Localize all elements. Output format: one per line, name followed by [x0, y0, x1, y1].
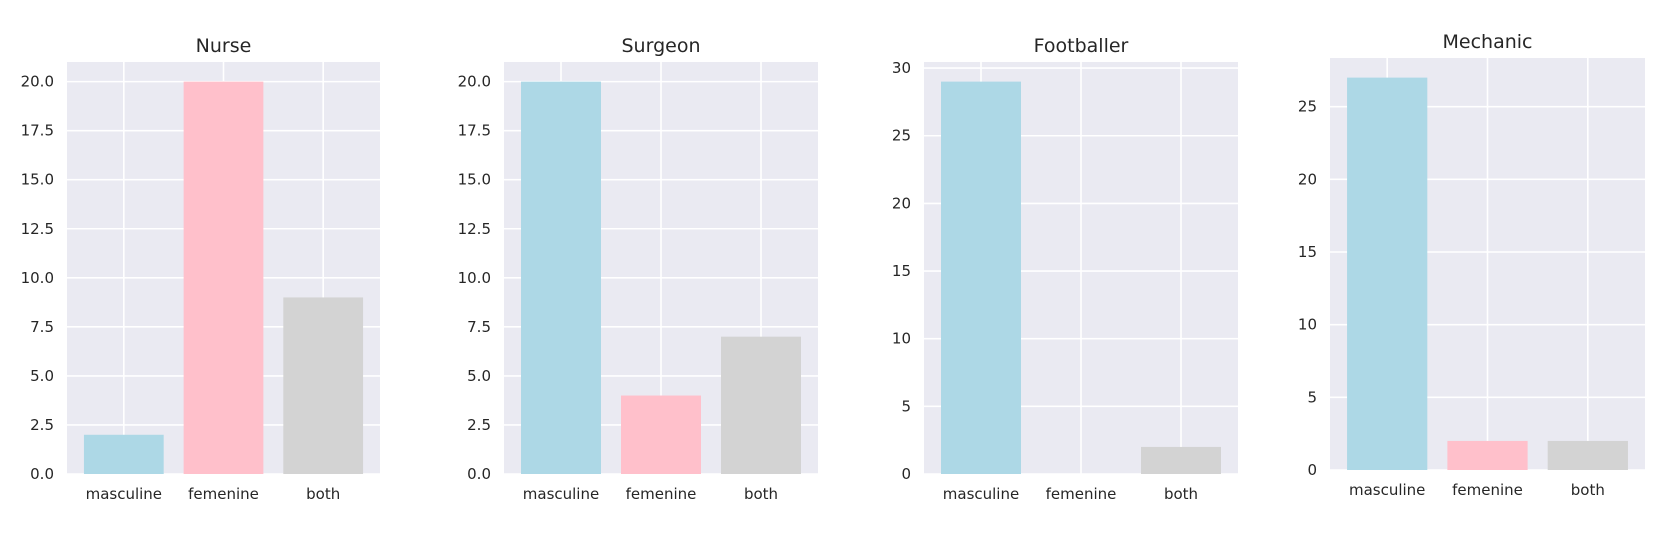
bar-femenine [1447, 440, 1528, 470]
x-tick-label: masculine [86, 485, 162, 503]
y-tick-label: 20 [892, 194, 911, 212]
bar-both [283, 297, 364, 474]
y-tick-label: 5 [901, 397, 911, 415]
x-tick-label: femenine [1046, 485, 1117, 503]
bar-masculine [1347, 77, 1428, 470]
x-tick-label: femenine [188, 485, 259, 503]
bar-masculine [521, 81, 601, 474]
bar-femenine [621, 395, 701, 474]
y-tick-label: 17.5 [21, 122, 54, 140]
y-tick-label: 0 [1307, 461, 1317, 479]
y-tick-label: 15 [892, 262, 911, 280]
y-tick-label: 7.5 [30, 318, 54, 336]
x-tick-label: masculine [1349, 481, 1425, 499]
y-tick-label: 10.0 [458, 269, 491, 287]
y-tick-label: 20.0 [458, 73, 491, 91]
x-tick-label: masculine [523, 485, 599, 503]
x-tick-label: masculine [943, 485, 1019, 503]
y-tick-label: 12.5 [21, 220, 54, 238]
chart-panel-2: 0.0 2.5 5.0 7.5 10.0 12.5 15.0 17.5 20.0 masculin… [458, 35, 818, 503]
y-tick-label: 17.5 [458, 122, 491, 140]
x-tick-label: both [1571, 481, 1605, 499]
x-tick-label: both [744, 485, 778, 503]
y-tick-label: 12.5 [458, 220, 491, 238]
y-tick-label: 5 [1307, 388, 1317, 406]
y-tick-label: 10 [1298, 316, 1317, 334]
y-tick-label: 2.5 [467, 416, 491, 434]
x-tick-label: both [306, 485, 340, 503]
y-tick-label: 10 [892, 330, 911, 348]
y-tick-label: 25 [892, 127, 911, 145]
bar-femenine [183, 81, 264, 474]
y-tick-label: 2.5 [30, 416, 54, 434]
y-tick-label: 15.0 [21, 171, 54, 189]
bar-both [721, 336, 801, 474]
y-tick-label: 0 [901, 465, 911, 483]
y-tick-label: 15 [1298, 243, 1317, 261]
y-tick-label: 0.0 [30, 465, 54, 483]
chart-panel-4: 0 5 10 15 20 25 masculine femenine both Mechanic [1298, 31, 1645, 499]
chart-title: Footballer [1034, 35, 1129, 57]
y-tick-label: 0.0 [467, 465, 491, 483]
bar-both [1141, 446, 1221, 474]
x-tick-label: both [1164, 485, 1198, 503]
bar-both [1547, 440, 1628, 470]
chart-title: Surgeon [622, 35, 701, 57]
chart-panel-3: 0 5 10 15 20 25 30 masculine femenine both Footbal… [892, 35, 1238, 503]
y-tick-label: 25 [1298, 98, 1317, 116]
y-tick-label: 5.0 [467, 367, 491, 385]
y-tick-label: 7.5 [467, 318, 491, 336]
chart-panel-1: 0.0 2.5 5.0 7.5 10.0 12.5 15.0 17.5 20.0 masculin… [21, 35, 380, 503]
y-tick-label: 30 [892, 59, 911, 77]
y-tick-label: 5.0 [30, 367, 54, 385]
x-tick-label: femenine [1452, 481, 1523, 499]
chart-title: Mechanic [1443, 31, 1533, 53]
y-tick-label: 10.0 [21, 269, 54, 287]
chart-title: Nurse [196, 35, 252, 57]
y-tick-label: 20 [1298, 170, 1317, 188]
bar-masculine [941, 81, 1021, 474]
bar-masculine [83, 434, 164, 474]
y-tick-label: 15.0 [458, 171, 491, 189]
y-tick-label: 20.0 [21, 73, 54, 91]
x-tick-label: femenine [626, 485, 697, 503]
